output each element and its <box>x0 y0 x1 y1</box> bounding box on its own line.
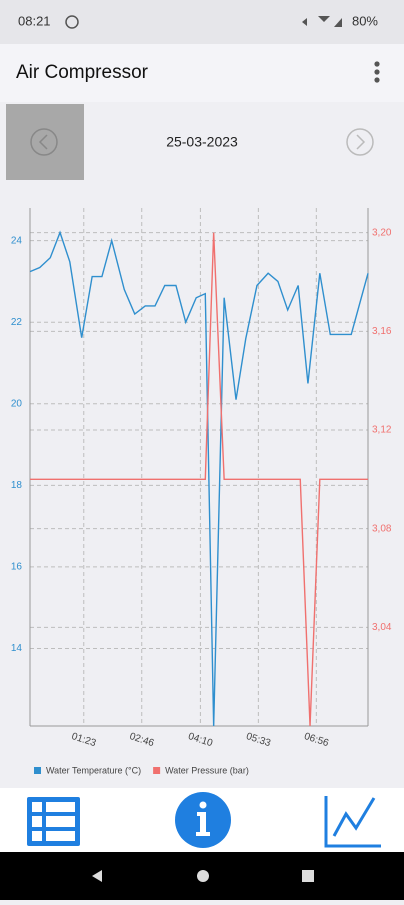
status-battery: 80% <box>352 13 378 28</box>
x-tick-label: 06:56 <box>303 731 331 749</box>
info-button[interactable] <box>175 792 231 848</box>
y-tick-label: 14 <box>11 643 23 654</box>
status-icons <box>302 16 342 27</box>
y2-tick-label: 3,16 <box>372 326 392 337</box>
prev-icon <box>38 134 48 150</box>
x-tick-label: 02:46 <box>128 731 156 749</box>
y2-tick-label: 3,20 <box>372 227 392 238</box>
y-tick-label: 22 <box>11 317 23 328</box>
nav-recents[interactable] <box>302 870 314 882</box>
menu-button[interactable] <box>374 61 380 83</box>
legend-label: Water Pressure (bar) <box>165 765 249 775</box>
x-tick-label: 04:10 <box>187 731 215 749</box>
series-line <box>29 230 369 727</box>
y2-tick-label: 3,12 <box>372 425 392 436</box>
y-tick-label: 20 <box>11 398 23 409</box>
status-icon <box>65 15 79 29</box>
prev-button[interactable] <box>6 104 84 180</box>
nav-back[interactable] <box>92 870 102 882</box>
nav-home[interactable] <box>197 870 209 882</box>
chart: 14 16 18 20 22 24 3,04 3,08 3,12 3,16 3,20 01:23 02:… <box>11 208 392 775</box>
y-tick-label: 18 <box>11 480 23 491</box>
y2-tick-label: 3,08 <box>372 523 392 534</box>
legend-label: Water Temperature (°C) <box>46 765 141 775</box>
next-icon <box>356 134 366 150</box>
status-time: 08:21 <box>18 13 51 28</box>
y2-tick-label: 3,04 <box>372 622 392 633</box>
legend-swatch <box>34 767 41 774</box>
date-label: 25-03-2023 <box>166 134 238 150</box>
app-title: Air Compressor <box>16 62 149 83</box>
prev-icon <box>30 128 58 156</box>
table-button[interactable] <box>27 797 80 846</box>
series-line <box>30 232 368 727</box>
next-button[interactable] <box>346 128 374 156</box>
chart-button[interactable] <box>324 796 381 848</box>
legend-swatch <box>153 767 161 774</box>
x-tick-label: 01:23 <box>70 731 98 749</box>
y-tick-label: 16 <box>11 562 23 573</box>
y-tick-label: 24 <box>11 235 23 246</box>
status-bar <box>0 0 404 44</box>
x-tick-label: 05:33 <box>245 731 273 749</box>
app-bar <box>0 44 404 102</box>
